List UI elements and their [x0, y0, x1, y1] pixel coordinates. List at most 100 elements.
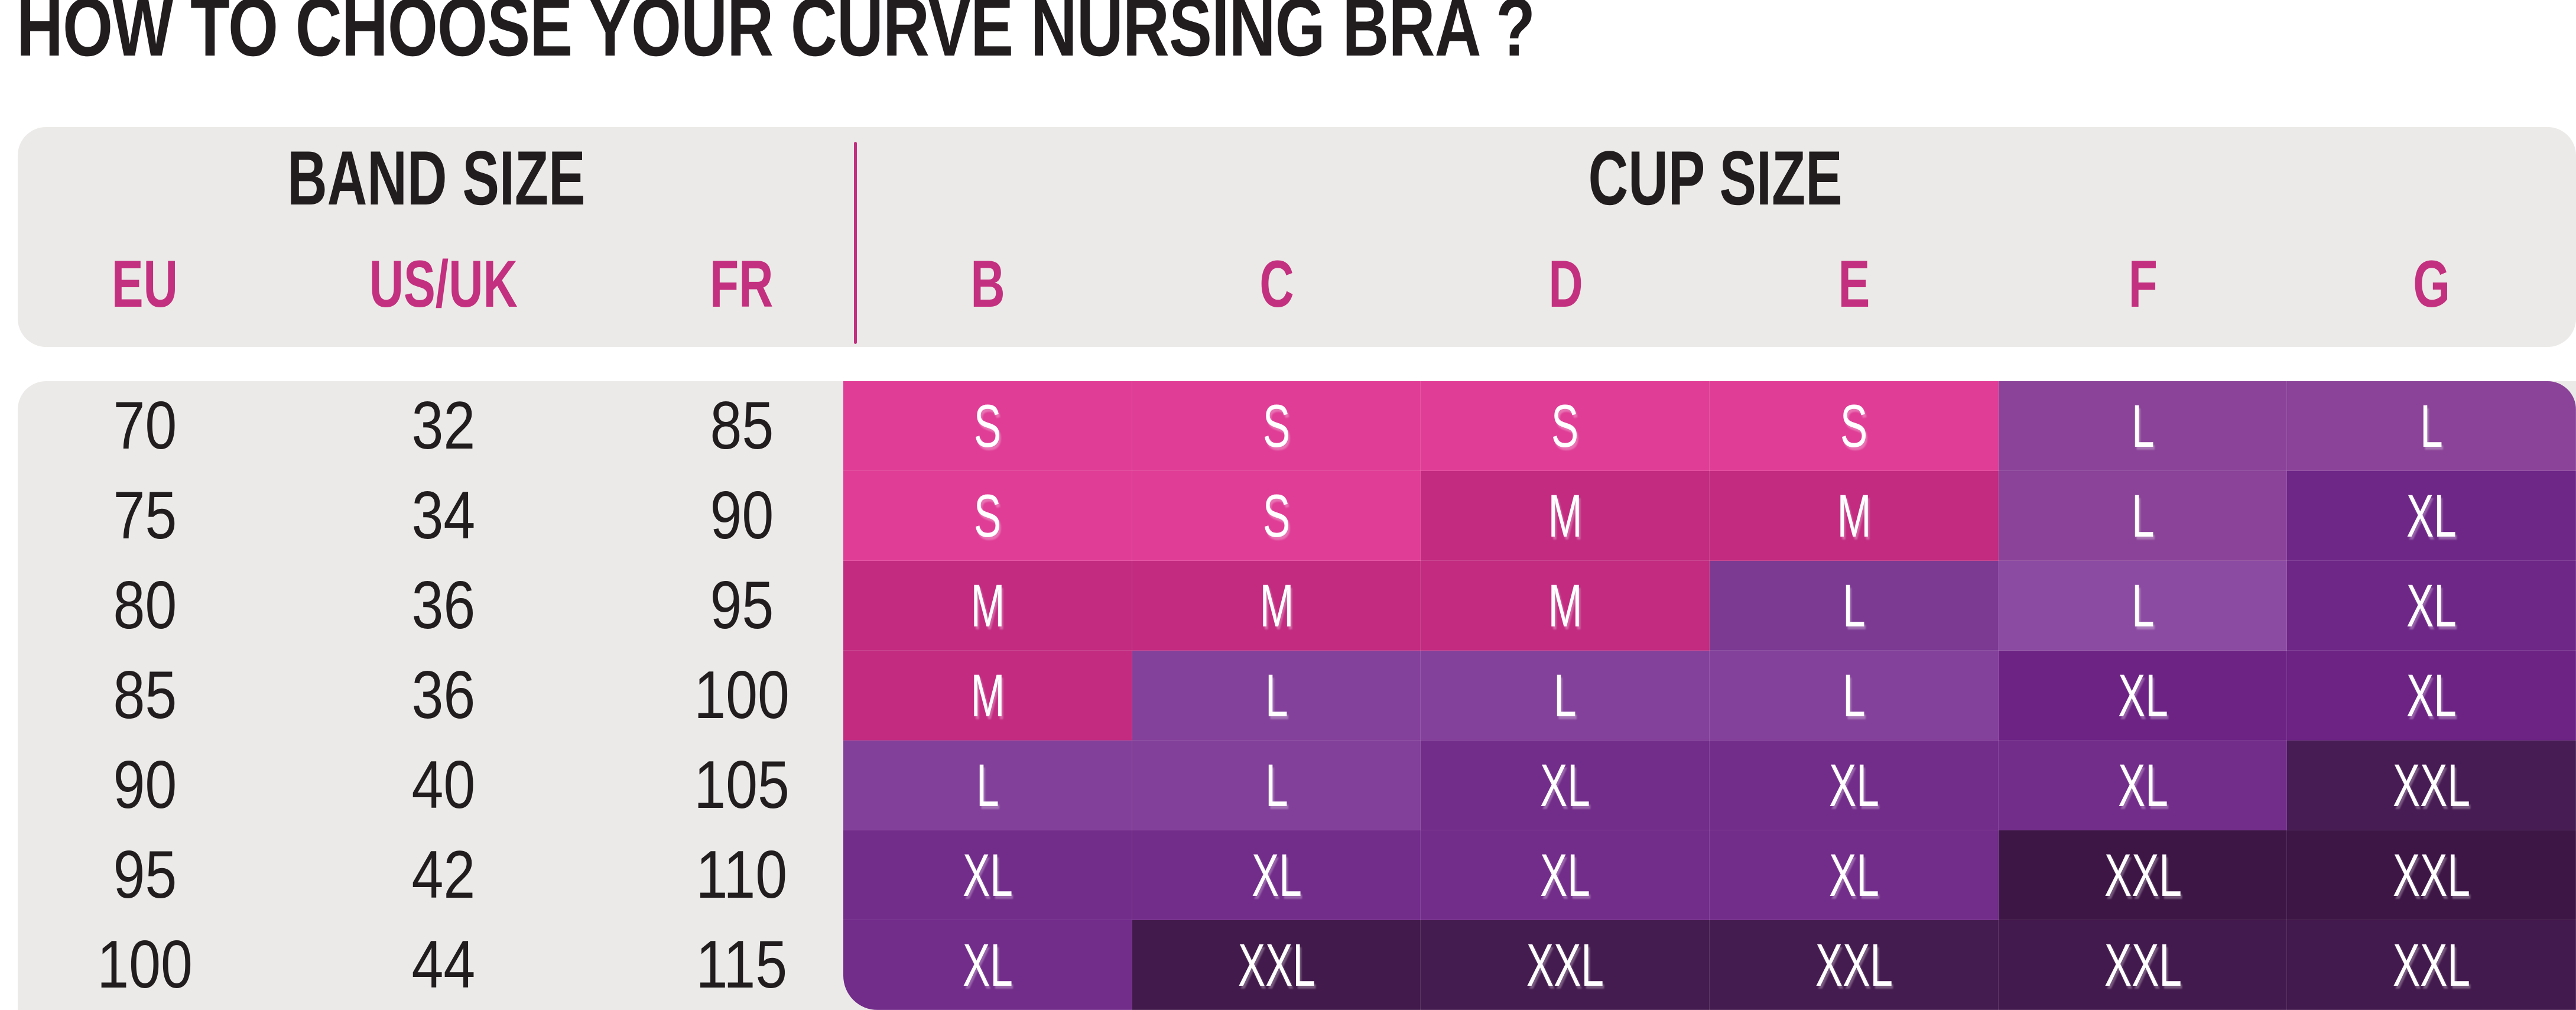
band-size-value-fr: 110	[696, 837, 788, 912]
size-cell: XXL	[2287, 920, 2576, 1010]
band-size-value-us: 32	[411, 388, 475, 463]
size-cell-value: L	[1843, 572, 1866, 639]
size-cell: XL	[1999, 741, 2287, 830]
band-size-value-us: 34	[411, 478, 475, 553]
size-cell-value: S	[1262, 482, 1291, 550]
band-size-value-eu: 75	[113, 478, 177, 553]
band-size-value-fr: 85	[710, 388, 774, 463]
band-size-row: 100 44 115	[18, 920, 843, 1010]
size-cell: L	[1999, 381, 2287, 471]
size-cell-value: S	[974, 392, 1002, 460]
size-cell-value: L	[1843, 662, 1866, 729]
band-size-value-fr: 115	[696, 927, 788, 1002]
size-cell-value: M	[970, 572, 1005, 639]
size-cell: S	[843, 471, 1132, 561]
size-cell: S	[843, 381, 1132, 471]
column-header-fr: FR	[710, 247, 774, 321]
size-cell-value: L	[2131, 392, 2155, 460]
column-header-cup-f: F	[2128, 247, 2158, 321]
size-cell: M	[1132, 561, 1421, 651]
size-cell: S	[1132, 381, 1421, 471]
column-header-us-uk: US/UK	[369, 247, 518, 321]
band-size-value-fr: 95	[710, 568, 774, 643]
size-cell: XL	[1421, 741, 1710, 830]
size-cell-value: XL	[1540, 842, 1590, 909]
size-cell: XXL	[2287, 741, 2576, 830]
size-cell: XL	[1710, 741, 1999, 830]
size-cell: XXL	[1999, 830, 2287, 920]
size-cell: XXL	[1421, 920, 1710, 1010]
size-cell-value: XL	[1829, 752, 1879, 819]
size-cell-value: XXL	[1526, 931, 1604, 999]
size-cell-value: XL	[2406, 662, 2457, 729]
size-cell: S	[1710, 381, 1999, 471]
size-cell: L	[843, 741, 1132, 830]
table-header-panel	[18, 127, 2576, 347]
band-size-value-us: 42	[411, 837, 475, 912]
band-size-rows: 70 32 85 75 34 90 80 36 95 85 36 100 90 40 105 95 42 110 1…	[18, 381, 843, 1010]
size-cell-value: M	[1548, 572, 1583, 639]
band-size-row: 75 34 90	[18, 471, 843, 561]
band-size-value-us: 40	[411, 748, 475, 823]
size-cell: XXL	[1999, 920, 2287, 1010]
band-size-row: 80 36 95	[18, 561, 843, 651]
size-cell-value: XL	[2406, 572, 2457, 639]
size-cell: L	[1999, 561, 2287, 651]
size-cell: XL	[843, 830, 1132, 920]
column-header-cup-b: B	[970, 247, 1005, 321]
size-cell: M	[843, 561, 1132, 651]
size-cell: L	[1710, 561, 1999, 651]
band-size-value-eu: 100	[97, 927, 193, 1002]
size-cell: XL	[2287, 651, 2576, 741]
band-size-row: 95 42 110	[18, 830, 843, 920]
band-size-value-fr: 105	[694, 748, 790, 823]
size-cell: M	[1421, 561, 1710, 651]
column-header-cup-c: C	[1259, 247, 1294, 321]
band-size-value-us: 36	[411, 568, 475, 643]
size-cell-value: M	[1259, 572, 1294, 639]
size-cell: M	[843, 651, 1132, 741]
band-size-value-eu: 90	[113, 748, 177, 823]
size-cell: S	[1132, 471, 1421, 561]
size-cell-value: XXL	[1237, 931, 1315, 999]
size-cell-value: L	[2131, 572, 2155, 639]
size-cell: S	[1421, 381, 1710, 471]
band-size-value-us: 36	[411, 658, 475, 733]
band-size-section-label: BAND SIZE	[18, 139, 855, 216]
header-divider-line	[854, 142, 857, 344]
size-cell: L	[2287, 381, 2576, 471]
size-cell-value: XL	[963, 842, 1013, 909]
size-cell: XL	[2287, 561, 2576, 651]
size-cell: XXL	[2287, 830, 2576, 920]
band-size-row: 70 32 85	[18, 381, 843, 471]
size-cell-value: XL	[2406, 482, 2457, 550]
size-cell: L	[1132, 741, 1421, 830]
size-cell: L	[1710, 651, 1999, 741]
size-cell-value: XXL	[2104, 842, 2182, 909]
column-header-cup-g: G	[2413, 247, 2450, 321]
band-size-value-us: 44	[411, 927, 475, 1002]
column-header-cup-e: E	[1838, 247, 1870, 321]
band-size-value-eu: 80	[113, 568, 177, 643]
band-size-label-text: BAND SIZE	[287, 135, 586, 221]
size-cell: XXL	[1710, 920, 1999, 1010]
band-size-value-eu: 70	[113, 388, 177, 463]
size-cell-value: L	[1265, 752, 1288, 819]
size-cell-value: M	[1548, 482, 1583, 550]
size-cell: L	[1999, 471, 2287, 561]
size-cell: XL	[2287, 471, 2576, 561]
size-cell-value: S	[1551, 392, 1579, 460]
page-title: HOW TO CHOOSE YOUR CURVE NURSING BRA ?	[17, 0, 1535, 73]
size-cell: XL	[843, 920, 1132, 1010]
band-size-value-fr: 100	[694, 658, 790, 733]
size-cell-value: XL	[2117, 752, 2168, 819]
size-cell: XL	[1710, 830, 1999, 920]
size-cell-value: XL	[1251, 842, 1302, 909]
band-size-row: 90 40 105	[18, 741, 843, 830]
size-cell-value: L	[2420, 392, 2443, 460]
cup-size-label-text: CUP SIZE	[1589, 135, 1843, 221]
size-cell: M	[1710, 471, 1999, 561]
column-header-cup-d: D	[1548, 247, 1583, 321]
size-cell-value: L	[1265, 662, 1288, 729]
